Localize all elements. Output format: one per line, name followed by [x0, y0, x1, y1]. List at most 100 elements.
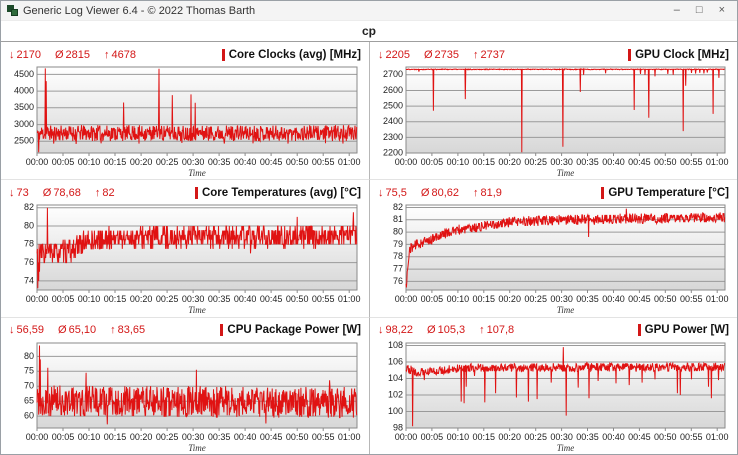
svg-text:00:05: 00:05: [52, 294, 75, 304]
svg-text:Time: Time: [557, 443, 575, 453]
stat-avg: Ø 105,3: [427, 324, 466, 337]
svg-text:00:55: 00:55: [312, 432, 335, 442]
legend-color-bar: [628, 48, 632, 61]
svg-text:00:15: 00:15: [473, 432, 496, 442]
svg-text:00:45: 00:45: [628, 157, 651, 167]
svg-text:00:40: 00:40: [602, 294, 625, 304]
svg-text:4500: 4500: [14, 69, 34, 79]
close-button[interactable]: ×: [718, 4, 725, 16]
svg-text:00:30: 00:30: [182, 432, 205, 442]
chart-legend: Core Temperatures (avg) [°C]: [194, 186, 361, 199]
svg-text:00:35: 00:35: [208, 432, 231, 442]
max-arrow-icon: ↑: [110, 324, 116, 337]
svg-text:00:05: 00:05: [52, 157, 75, 167]
svg-text:00:30: 00:30: [182, 157, 205, 167]
svg-text:01:00: 01:00: [338, 157, 361, 167]
chart-panel-cpu-package-power: ↓ 56,59 Ø 65,10 ↑ 83,65 CPU Package Power […: [1, 316, 369, 454]
chart-panel-gpu-clock: ↓ 2205 Ø 2735 ↑ 2737 GPU Clock [MHz] 2200 23…: [369, 42, 737, 180]
min-arrow-icon: ↓: [378, 324, 384, 337]
svg-text:00:45: 00:45: [628, 294, 651, 304]
chart-header: ↓ 2170 Ø 2815 ↑ 4678 Core Clocks (avg) [MHz…: [7, 45, 363, 64]
svg-text:75: 75: [24, 365, 34, 375]
chart-plot[interactable]: 2200 2300 2400 2500 2600 2700 00:00 00:05 00:10 0…: [376, 64, 731, 179]
svg-text:Time: Time: [188, 168, 206, 178]
chart-grid: ↓ 2170 Ø 2815 ↑ 4678 Core Clocks (avg) [MHz…: [1, 42, 737, 454]
svg-text:00:00: 00:00: [26, 294, 49, 304]
chart-stats: ↓ 73 Ø 78,68 ↑ 82: [9, 187, 115, 199]
svg-text:00:55: 00:55: [680, 294, 703, 304]
svg-text:00:15: 00:15: [104, 432, 127, 442]
chart-plot[interactable]: 98 100 102 104 106 108 00:00 00:05 00:10 00:15 00:…: [376, 340, 731, 454]
svg-text:00:10: 00:10: [78, 432, 101, 442]
maximize-button[interactable]: □: [695, 4, 703, 16]
svg-text:00:40: 00:40: [234, 294, 257, 304]
stat-max: ↑ 83,65: [110, 324, 146, 337]
svg-text:Time: Time: [188, 305, 206, 315]
svg-text:81: 81: [393, 215, 403, 225]
svg-text:2600: 2600: [383, 85, 403, 95]
svg-text:108: 108: [388, 340, 403, 350]
chart-plot[interactable]: 2500 3000 3500 4000 4500 00:00 00:05 00:10 00:15…: [7, 64, 363, 179]
min-arrow-icon: ↓: [378, 186, 384, 199]
svg-text:79: 79: [393, 239, 403, 249]
max-arrow-icon: ↑: [479, 324, 485, 337]
svg-text:00:05: 00:05: [421, 157, 444, 167]
chart-panel-core-clocks: ↓ 2170 Ø 2815 ↑ 4678 Core Clocks (avg) [MHz…: [1, 42, 369, 179]
svg-text:00:15: 00:15: [104, 294, 127, 304]
svg-text:01:00: 01:00: [706, 432, 729, 442]
svg-text:00:50: 00:50: [286, 294, 309, 304]
legend-color-bar: [601, 186, 605, 199]
svg-text:00:00: 00:00: [26, 157, 49, 167]
svg-text:00:15: 00:15: [473, 157, 496, 167]
chart-canvas: 2500 3000 3500 4000 4500 00:00 00:05 00:10 00:15…: [14, 66, 361, 178]
minimize-button[interactable]: –: [673, 4, 680, 16]
chart-canvas: 74 76 78 80 82 00:00 00:05 00:10 00:15 00:20 00:25…: [24, 202, 360, 315]
svg-text:00:05: 00:05: [421, 294, 444, 304]
chart-panel-gpu-temperature: ↓ 75,5 Ø 80,62 ↑ 81,9 GPU Temperature [°C] …: [369, 179, 737, 317]
chart-legend: GPU Clock [MHz]: [628, 48, 729, 61]
svg-text:00:25: 00:25: [524, 294, 547, 304]
svg-text:01:00: 01:00: [338, 432, 361, 442]
stat-min: ↓ 56,59: [9, 324, 45, 337]
svg-text:00:00: 00:00: [395, 294, 418, 304]
svg-text:00:30: 00:30: [550, 294, 573, 304]
chart-header: ↓ 98,22 Ø 105,3 ↑ 107,8 GPU Power [W]: [376, 321, 731, 340]
svg-text:Time: Time: [557, 168, 575, 178]
chart-title: CPU Package Power [W]: [227, 324, 361, 337]
svg-text:00:00: 00:00: [26, 432, 49, 442]
stat-avg: Ø 80,62: [420, 186, 460, 199]
chart-plot[interactable]: 60 65 70 75 80 00:00 00:05 00:10 00:15 00:20 00:25…: [7, 340, 363, 454]
svg-text:106: 106: [388, 356, 403, 366]
legend-color-bar: [221, 48, 225, 61]
svg-text:00:20: 00:20: [498, 157, 521, 167]
min-arrow-icon: ↓: [9, 324, 15, 337]
tab-cp[interactable]: cp: [361, 24, 376, 38]
max-arrow-icon: ↑: [473, 186, 479, 199]
chart-plot[interactable]: 76 77 78 79 80 81 82 00:00 00:05 00:10 00:15 00:20 0…: [376, 202, 731, 316]
svg-text:01:00: 01:00: [706, 294, 729, 304]
avg-icon: Ø: [58, 324, 67, 337]
svg-text:00:35: 00:35: [208, 294, 231, 304]
svg-text:00:25: 00:25: [156, 432, 179, 442]
legend-color-bar: [637, 324, 641, 337]
stat-max: ↑ 4678: [104, 48, 137, 61]
svg-text:00:20: 00:20: [130, 432, 153, 442]
svg-text:00:35: 00:35: [576, 157, 599, 167]
svg-text:00:10: 00:10: [78, 294, 101, 304]
svg-text:00:50: 00:50: [286, 432, 309, 442]
svg-text:00:20: 00:20: [130, 157, 153, 167]
svg-text:74: 74: [24, 276, 34, 286]
avg-icon: Ø: [427, 324, 436, 337]
svg-text:00:25: 00:25: [156, 157, 179, 167]
avg-icon: Ø: [420, 186, 430, 199]
legend-color-bar: [194, 186, 198, 199]
svg-text:60: 60: [24, 410, 34, 420]
chart-stats: ↓ 2170 Ø 2815 ↑ 4678: [9, 49, 136, 61]
svg-text:00:10: 00:10: [447, 432, 470, 442]
min-arrow-icon: ↓: [9, 186, 15, 199]
chart-plot[interactable]: 74 76 78 80 82 00:00 00:05 00:10 00:15 00:20 00:25…: [7, 202, 363, 316]
chart-canvas: 60 65 70 75 80 00:00 00:05 00:10 00:15 00:20 00:25…: [24, 342, 361, 453]
chart-legend: Core Clocks (avg) [MHz]: [221, 48, 361, 61]
svg-text:80: 80: [24, 350, 34, 360]
svg-text:00:45: 00:45: [260, 432, 283, 442]
